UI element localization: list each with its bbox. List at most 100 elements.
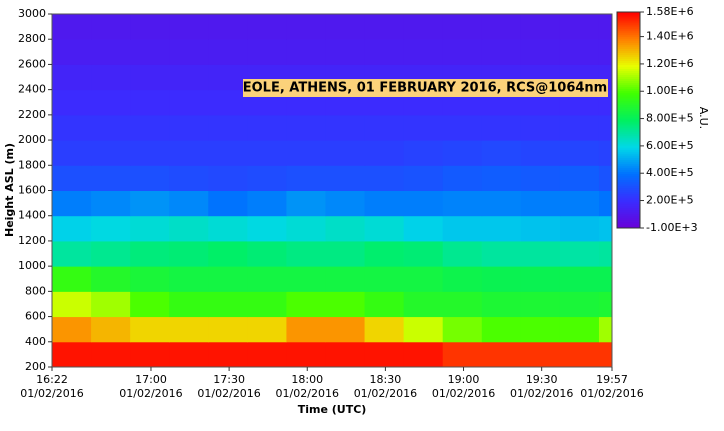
heatmap-cell	[520, 316, 561, 343]
colorbar-step	[617, 121, 640, 124]
y-tick-label: 2400	[18, 83, 46, 96]
heatmap-cell	[286, 165, 326, 191]
heatmap-cell	[325, 190, 366, 217]
x-tick-date: 01/02/2016	[510, 387, 573, 400]
heatmap-cell	[91, 266, 131, 292]
heatmap-cell	[481, 190, 522, 217]
y-axis-label: Height ASL (m)	[3, 143, 16, 237]
heatmap-cell	[403, 266, 444, 292]
colorbar-step	[617, 90, 640, 94]
chart-title: EOLE, ATHENS, 01 FEBRUARY 2016, RCS@1064…	[243, 81, 607, 96]
colorbar-step	[617, 209, 640, 213]
heatmap-cell	[442, 39, 483, 65]
colorbar-step	[617, 94, 640, 98]
heatmap-cell	[325, 240, 366, 267]
colorbar-step	[617, 167, 640, 170]
colorbar-step	[617, 34, 640, 37]
heatmap-cell	[247, 341, 287, 368]
colorbar-step	[617, 205, 640, 209]
heatmap-cell	[520, 341, 561, 368]
x-tick-date: 01/02/2016	[276, 387, 339, 400]
colorbar-step	[617, 66, 640, 70]
heatmap-cell	[559, 140, 600, 166]
heatmap-cell	[403, 291, 444, 318]
x-tick-label: 16:22	[36, 373, 68, 386]
colorbar-step	[617, 129, 640, 132]
colorbar-step	[617, 14, 640, 17]
heatmap-cell	[442, 215, 483, 242]
colorbar-step	[617, 104, 640, 108]
heatmap-cell	[169, 64, 209, 91]
colorbar-step	[617, 139, 640, 142]
heatmap-cell	[559, 316, 600, 343]
colorbar-step	[617, 52, 640, 55]
heatmap-cell	[325, 140, 366, 166]
colorbar-step	[617, 135, 640, 138]
colorbar-step	[617, 171, 640, 174]
heatmap-cell	[364, 316, 405, 343]
heatmap-cell	[91, 114, 131, 141]
colorbar-step	[617, 84, 640, 88]
heatmap-cell	[481, 240, 522, 267]
y-tick-label: 400	[25, 335, 46, 348]
heatmap-cell	[598, 316, 613, 343]
heatmap-cell	[364, 14, 405, 40]
heatmap-cell	[481, 316, 522, 343]
heatmap-cell	[442, 165, 483, 191]
heatmap-cell	[91, 215, 131, 242]
heatmap-cell	[130, 165, 170, 191]
heatmap-cell	[598, 266, 613, 292]
colorbar-step	[617, 173, 640, 177]
heatmap-cell	[52, 64, 92, 91]
colorbar-step	[617, 191, 640, 195]
colorbar-step	[617, 169, 640, 172]
heatmap-cell	[520, 190, 561, 217]
colorbar-step	[617, 36, 640, 39]
colorbar-step	[617, 70, 640, 74]
heatmap-cell	[481, 341, 522, 368]
heatmap-cell	[559, 291, 600, 318]
y-tick-label: 1000	[18, 259, 46, 272]
colorbar-step	[617, 40, 640, 43]
heatmap-cell	[559, 14, 600, 40]
heatmap-cell	[169, 39, 209, 65]
colorbar-step	[617, 161, 640, 164]
heatmap-cell	[325, 266, 366, 292]
heatmap-cell	[247, 240, 287, 267]
heatmap-cell	[130, 215, 170, 242]
colorbar-step	[617, 64, 640, 68]
colorbar-step	[617, 141, 640, 144]
colorbar-step	[617, 223, 640, 227]
colorbar-step	[617, 102, 640, 106]
heatmap-cell	[169, 291, 209, 318]
colorbar-step	[617, 26, 640, 29]
heatmap-cell	[130, 89, 170, 116]
heatmap-cell	[442, 14, 483, 40]
colorbar-step	[617, 145, 640, 148]
x-tick-label: 19:57	[596, 373, 628, 386]
heatmap-cell	[91, 140, 131, 166]
heatmap-cell	[598, 341, 613, 368]
y-tick-label: 1600	[18, 184, 46, 197]
colorbar-step	[617, 225, 640, 229]
heatmap-cell	[52, 240, 92, 267]
heatmap-cell	[130, 14, 170, 40]
colorbar-step	[617, 108, 640, 112]
colorbar-step	[617, 193, 640, 197]
colorbar-tick-label: 1.00E+6	[646, 84, 694, 97]
title-box	[243, 79, 608, 97]
heatmap-cell	[52, 114, 92, 141]
heatmap-cell	[130, 316, 170, 343]
heatmap-cell	[481, 14, 522, 40]
heatmap-cell	[286, 341, 326, 368]
heatmap-cell	[481, 140, 522, 166]
colorbar-step	[617, 123, 640, 126]
heatmap-cell	[559, 240, 600, 267]
colorbar-step	[617, 219, 640, 223]
y-tick-label: 1200	[18, 234, 46, 247]
x-tick-label: 18:00	[291, 373, 323, 386]
colorbar-tick-label: 6.00E+5	[646, 139, 694, 152]
heatmap-cell	[130, 140, 170, 166]
heatmap-cell	[598, 190, 613, 217]
colorbar-step	[617, 143, 640, 146]
